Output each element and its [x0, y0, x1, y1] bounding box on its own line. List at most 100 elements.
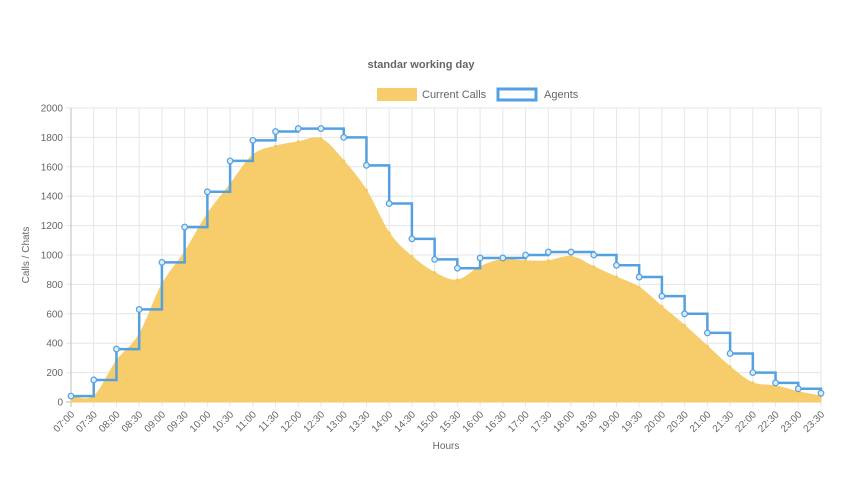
x-tick-label: 09:30 — [165, 409, 191, 435]
x-tick-label: 15:30 — [438, 409, 464, 435]
x-tick-label: 07:00 — [52, 409, 78, 435]
point-agents — [749, 369, 757, 377]
point-agents — [613, 261, 620, 269]
point-agents — [226, 157, 234, 165]
x-tick-label: 17:30 — [529, 409, 555, 435]
point-agents — [522, 251, 529, 259]
x-tick-label: 16:00 — [461, 409, 487, 435]
point-agents — [817, 389, 825, 397]
point-current-calls — [660, 304, 664, 308]
point-agents — [317, 125, 325, 132]
x-axis-ticks: 07:0007:3008:0008:3009:0009:3010:0010:30… — [52, 409, 828, 435]
x-tick-label: 20:30 — [665, 409, 691, 435]
y-axis-ticks: 0 200 400 600 800 1000 1200 1400 1600 1800 2000 — [41, 104, 64, 409]
x-tick-label: 09:00 — [143, 409, 169, 435]
point-current-calls — [433, 271, 437, 275]
x-tick-label: 14:00 — [370, 409, 396, 435]
x-tick-label: 08:30 — [120, 409, 146, 435]
point-current-calls — [637, 285, 641, 289]
x-tick-label: 17:00 — [506, 409, 532, 435]
x-tick-label: 14:30 — [393, 409, 419, 435]
y-tick-label: 200 — [46, 368, 63, 379]
x-tick-label: 22:00 — [733, 409, 759, 435]
point-agents — [135, 305, 143, 313]
x-tick-label: 21:00 — [688, 409, 714, 435]
point-agents — [203, 188, 211, 196]
point-agents — [726, 350, 734, 357]
point-agents — [635, 273, 643, 281]
point-current-calls — [569, 254, 573, 258]
legend: Current Calls Agents — [377, 87, 579, 102]
x-tick-label: 13:30 — [347, 409, 373, 435]
point-current-calls — [319, 137, 323, 141]
point-current-calls — [524, 259, 528, 263]
point-agents — [249, 136, 257, 144]
legend-item-agents[interactable]: Agents — [496, 87, 579, 102]
point-current-calls — [751, 381, 755, 385]
point-agents — [408, 235, 416, 243]
point-current-calls — [274, 144, 278, 148]
x-tick-label: 11:00 — [234, 409, 259, 434]
point-agents — [703, 329, 711, 337]
x-tick-label: 19:30 — [620, 409, 646, 435]
x-tick-label: 07:30 — [74, 409, 100, 435]
y-tick-label: 1800 — [41, 133, 64, 144]
y-tick-label: 1600 — [41, 162, 64, 173]
x-tick-label: 19:00 — [597, 409, 623, 435]
x-tick-label: 12:00 — [279, 409, 305, 435]
point-agents — [681, 310, 689, 318]
legend-item-current-calls[interactable]: Current Calls — [377, 88, 487, 101]
x-tick-label: 18:00 — [552, 409, 578, 435]
point-current-calls — [364, 188, 368, 192]
point-current-calls — [614, 275, 618, 279]
point-agents — [363, 161, 370, 169]
y-tick-label: 2000 — [41, 104, 64, 115]
point-agents — [67, 392, 75, 400]
y-axis-label: Calls / Chats — [21, 227, 32, 284]
point-current-calls — [342, 159, 346, 163]
point-current-calls — [592, 265, 596, 269]
x-tick-label: 18:30 — [574, 409, 600, 435]
point-agents — [590, 251, 598, 259]
point-agents — [340, 133, 348, 141]
point-agents — [476, 254, 484, 262]
point-current-calls — [683, 324, 687, 328]
legend-swatch-current-calls — [377, 88, 417, 101]
point-agents — [453, 264, 461, 272]
point-agents — [794, 385, 802, 393]
x-tick-label: 12:30 — [302, 409, 328, 435]
legend-label-agents: Agents — [544, 89, 579, 101]
y-tick-label: 1200 — [41, 221, 64, 232]
x-tick-label: 16:30 — [483, 409, 509, 435]
series-layer — [67, 125, 825, 403]
x-tick-label: 08:00 — [97, 409, 123, 435]
x-tick-label: 22:30 — [756, 409, 782, 435]
legend-swatch-agents — [496, 87, 538, 102]
x-axis-label: Hours — [433, 441, 460, 452]
point-current-calls — [705, 344, 709, 348]
point-agents — [431, 256, 439, 263]
point-agents — [658, 292, 666, 300]
x-tick-label: 15:00 — [415, 409, 441, 435]
x-tick-label: 11:30 — [257, 409, 282, 434]
x-tick-label: 20:00 — [643, 409, 669, 435]
point-agents — [385, 200, 393, 207]
point-current-calls — [296, 140, 300, 144]
x-tick-label: 13:00 — [324, 409, 350, 435]
point-agents — [181, 223, 189, 231]
x-tick-label: 10:30 — [211, 409, 237, 435]
x-tick-label: 23:00 — [779, 409, 805, 435]
point-agents — [772, 379, 779, 387]
point-agents — [272, 128, 279, 135]
y-tick-label: 0 — [57, 398, 63, 409]
x-tick-label: 10:00 — [188, 409, 214, 435]
y-tick-label: 400 — [46, 339, 63, 350]
point-agents — [294, 125, 302, 132]
point-current-calls — [410, 254, 414, 258]
line-agents — [71, 127, 823, 398]
y-tick-label: 1000 — [41, 251, 64, 262]
point-current-calls — [455, 278, 459, 282]
point-agents — [567, 248, 575, 256]
point-agents — [90, 376, 98, 384]
